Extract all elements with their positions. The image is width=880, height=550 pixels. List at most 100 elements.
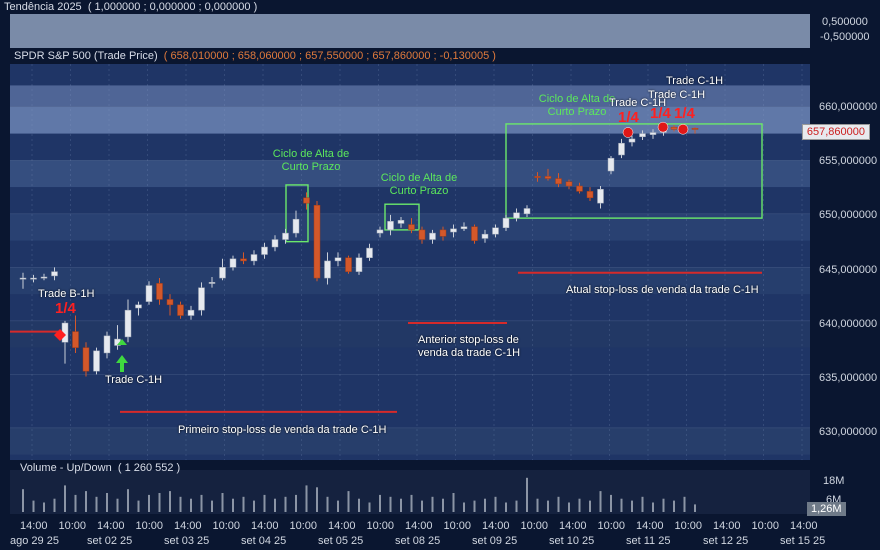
time-tick: 14:00 (559, 520, 587, 532)
volume-bar (53, 498, 56, 512)
price-tick: 650,000000 (819, 209, 878, 221)
candle-body (565, 181, 573, 187)
indicator-tick-1: 0,500000 (822, 16, 868, 28)
volume-bar (505, 502, 507, 512)
volume-panel (10, 470, 810, 514)
candle-body (219, 267, 226, 279)
candle-body (292, 218, 300, 234)
volume-bar (253, 500, 255, 512)
candle-body (534, 176, 541, 178)
volume-bar (337, 500, 339, 512)
volume-bar (484, 498, 486, 512)
volume-bar (589, 500, 591, 512)
date-tick: set 12 25 (703, 535, 749, 547)
candle-body (460, 226, 468, 230)
candle-body (439, 229, 447, 237)
price-tick: 660,000000 (819, 101, 878, 113)
volume-bar (421, 500, 423, 512)
candle-body (271, 239, 279, 248)
volume-bar (536, 498, 539, 512)
date-tick: set 04 25 (241, 535, 287, 547)
volume-bar (148, 494, 150, 512)
price-band (10, 160, 810, 188)
date-tick: set 11 25 (626, 535, 671, 547)
candle-body (576, 185, 583, 192)
candle-body (628, 138, 636, 143)
date-tick: set 08 25 (395, 535, 441, 547)
candle-body (313, 205, 321, 279)
candle-body (166, 299, 174, 306)
time-tick: 14:00 (328, 520, 356, 532)
time-tick: 10:00 (674, 520, 703, 532)
volume-bar (64, 485, 66, 512)
volume-bar (442, 498, 444, 512)
volume-bar (43, 502, 45, 512)
volume-title: Volume - Up/Down ( 1 260 552 ) (20, 462, 181, 474)
indicator-tick-2: -0,500000 (820, 31, 870, 43)
volume-bar (526, 477, 528, 512)
price-tick: 655,000000 (819, 155, 878, 167)
candle-body (261, 246, 268, 255)
exit-marker-icon (622, 127, 634, 138)
time-tick: 10:00 (135, 520, 164, 532)
candle-body (471, 226, 478, 241)
volume-bar (368, 502, 371, 512)
volume-bar (295, 494, 297, 512)
time-tick: 14:00 (405, 520, 433, 532)
candle-body (135, 304, 142, 309)
price-band (10, 427, 810, 455)
volume-bar (547, 500, 549, 512)
candle-body (376, 229, 384, 234)
date-tick: set 09 25 (472, 535, 518, 547)
time-tick: 14:00 (790, 520, 818, 532)
volume-bar (494, 496, 497, 512)
trade-b-fraction: 1/4 (55, 300, 76, 317)
time-tick: 10:00 (520, 520, 549, 532)
volume-bar (127, 489, 129, 512)
candle-body (618, 142, 625, 156)
volume-bar (316, 487, 318, 512)
price-band (10, 320, 810, 348)
volume-bar (358, 498, 360, 512)
volume-bar (599, 491, 602, 512)
volume-bar (652, 502, 654, 512)
cycle-label-3: Ciclo de Alta de Curto Prazo (538, 93, 616, 118)
candle-body (450, 228, 457, 233)
stop-first-label: Primeiro stop-loss de venda da trade C-1… (178, 424, 387, 436)
candle-body (670, 126, 678, 130)
candle-body (156, 283, 163, 300)
volume-bar (673, 500, 675, 512)
candle-body (30, 277, 37, 280)
time-tick: 10:00 (289, 520, 318, 532)
cycle-label-1: Ciclo de Alta de Curto Prazo (272, 148, 350, 173)
candle-body (639, 133, 646, 138)
candle-body (145, 285, 153, 302)
volume-bar (578, 498, 581, 512)
volume-bar (410, 494, 413, 512)
volume-bar (274, 498, 276, 512)
candle-body (586, 191, 594, 199)
candle-body (607, 157, 615, 172)
candle-body (492, 227, 499, 235)
price-tick: 640,000000 (819, 318, 878, 330)
time-tick: 14:00 (636, 520, 664, 532)
candle-body (691, 127, 699, 130)
candle-body (40, 276, 48, 279)
candle-body (303, 197, 310, 204)
candle-body (208, 282, 216, 284)
price-tick: 635,000000 (819, 372, 878, 384)
cycle-box (285, 184, 309, 243)
date-tick: set 05 25 (318, 535, 364, 547)
date-tick: set 10 25 (549, 535, 595, 547)
candle-body (177, 304, 184, 316)
volume-bar (200, 494, 203, 512)
candle-body (324, 260, 331, 279)
time-tick: 14:00 (174, 520, 202, 532)
price-tick: 645,000000 (819, 264, 878, 276)
volume-bar (106, 493, 108, 512)
candle-body (187, 309, 195, 316)
volume-bar (379, 494, 381, 512)
exit-marker-icon (657, 121, 669, 133)
candle-body (82, 347, 90, 372)
